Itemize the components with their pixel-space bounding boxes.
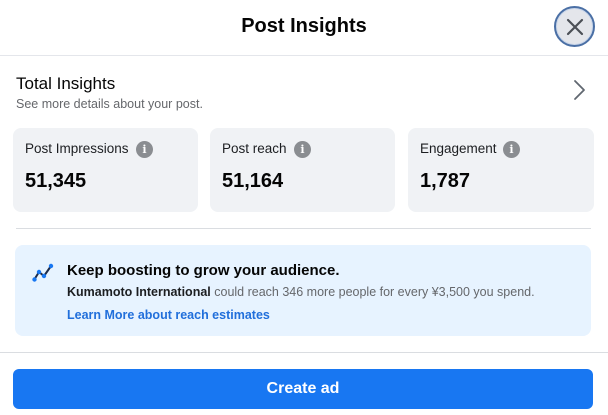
- metric-label: Post reach: [222, 141, 287, 156]
- boost-estimate-text: could reach 346 more people for every ¥3…: [210, 285, 535, 299]
- footer-divider: [0, 352, 608, 353]
- section-divider: [16, 228, 591, 229]
- chevron-right-icon: [574, 80, 585, 100]
- create-ad-button[interactable]: Create ad: [13, 369, 593, 409]
- info-icon[interactable]: i: [136, 141, 153, 158]
- dialog-header: Post Insights: [0, 0, 608, 56]
- boost-title: Keep boosting to grow your audience.: [67, 262, 340, 279]
- boost-banner: Keep boosting to grow your audience. Kum…: [15, 245, 591, 336]
- trend-line-icon: [32, 263, 54, 282]
- total-insights-title: Total Insights: [16, 74, 116, 93]
- metric-value: 51,164: [222, 170, 284, 192]
- metric-card-reach: Post reach i 51,164: [210, 128, 395, 212]
- total-insights-subtitle: See more details about your post.: [16, 97, 203, 111]
- close-icon: [566, 18, 583, 35]
- dialog-title: Post Insights: [241, 15, 367, 37]
- metric-label: Engagement: [420, 141, 497, 156]
- metric-label: Post Impressions: [25, 141, 129, 156]
- boost-description: Kumamoto International could reach 346 m…: [67, 285, 535, 299]
- close-button[interactable]: [554, 6, 595, 47]
- learn-more-link[interactable]: Learn More about reach estimates: [67, 308, 270, 322]
- metric-card-impressions: Post Impressions i 51,345: [13, 128, 198, 212]
- metric-value: 1,787: [420, 170, 471, 192]
- metric-value: 51,345: [25, 170, 87, 192]
- total-insights-row[interactable]: Total Insights See more details about yo…: [0, 62, 608, 118]
- page-name: Kumamoto International: [67, 285, 211, 299]
- info-icon[interactable]: i: [503, 141, 520, 158]
- metrics-cards: Post Impressions i 51,345 Post reach i 5…: [13, 128, 594, 212]
- metric-card-engagement: Engagement i 1,787: [408, 128, 594, 212]
- info-icon[interactable]: i: [294, 141, 311, 158]
